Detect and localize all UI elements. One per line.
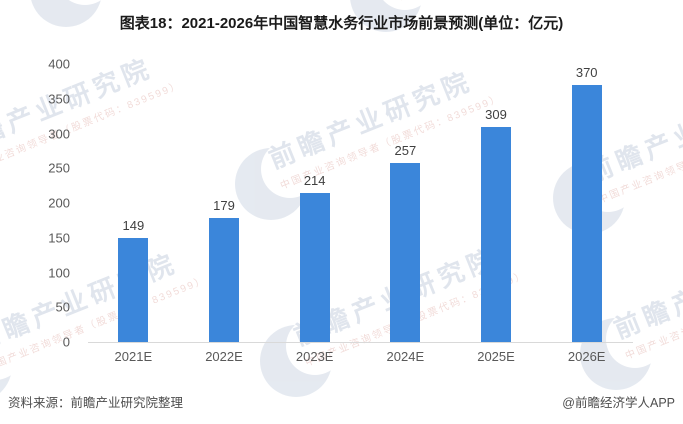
footer: 资料来源：前瞻产业研究院整理 @前瞻经济学人APP — [0, 392, 683, 412]
bar — [209, 217, 239, 342]
bar-column: 149 — [88, 64, 179, 342]
bar-column: 370 — [541, 64, 632, 342]
bar-value-label: 257 — [394, 143, 417, 159]
bar — [481, 127, 512, 342]
y-tick-label: 250 — [48, 160, 70, 176]
bar — [118, 238, 149, 342]
bar — [299, 193, 330, 342]
bar — [571, 84, 602, 342]
bar-value-label: 179 — [213, 197, 235, 213]
y-tick-label: 300 — [48, 126, 70, 141]
bar-column: 309 — [451, 64, 542, 342]
plot-area: 149 179 214 257 309 370 — [88, 64, 632, 342]
y-tick-label: 100 — [48, 265, 70, 280]
y-tick-label: 400 — [48, 56, 70, 72]
bar-value-label: 370 — [575, 64, 598, 80]
y-tick-label: 200 — [48, 195, 70, 211]
watermark-subtext: 中国产业咨询领导者（股票代码：839599） — [392, 0, 618, 4]
bar — [390, 163, 421, 342]
bar-chart: 400 350 300 250 200 150 100 50 0 149 179 214 257 309… — [0, 44, 683, 374]
x-tick-label: 2021E — [114, 349, 153, 364]
y-tick-label: 350 — [48, 91, 70, 107]
x-axis-labels: 2021E 2022E 2023E 2024E 2025E 2026E — [88, 349, 632, 364]
source-note: 资料来源：前瞻产业研究院整理 — [8, 396, 184, 410]
bar-value-label: 149 — [122, 218, 145, 234]
chart-title: 图表18：2021-2026年中国智慧水务行业市场前景预测(单位：亿元) — [119, 15, 564, 32]
credit-note: @前瞻经济学人APP — [562, 396, 675, 410]
x-tick-label: 2023E — [295, 349, 334, 364]
y-tick-label: 50 — [55, 299, 70, 315]
x-tick-label: 2022E — [205, 349, 243, 364]
x-tick-label: 2024E — [386, 349, 425, 364]
y-axis: 400 350 300 250 200 150 100 50 0 — [36, 57, 76, 350]
x-tick-label: 2025E — [477, 349, 515, 364]
bar-value-label: 309 — [485, 107, 507, 123]
bar-value-label: 214 — [303, 173, 326, 189]
x-axis-line — [88, 342, 633, 343]
x-tick-label: 2026E — [567, 349, 606, 364]
y-tick-label: 0 — [62, 334, 70, 350]
bar-column: 179 — [179, 64, 270, 342]
bar-column: 257 — [360, 64, 451, 342]
bar-column: 214 — [269, 64, 360, 342]
y-tick-label: 150 — [48, 230, 70, 246]
